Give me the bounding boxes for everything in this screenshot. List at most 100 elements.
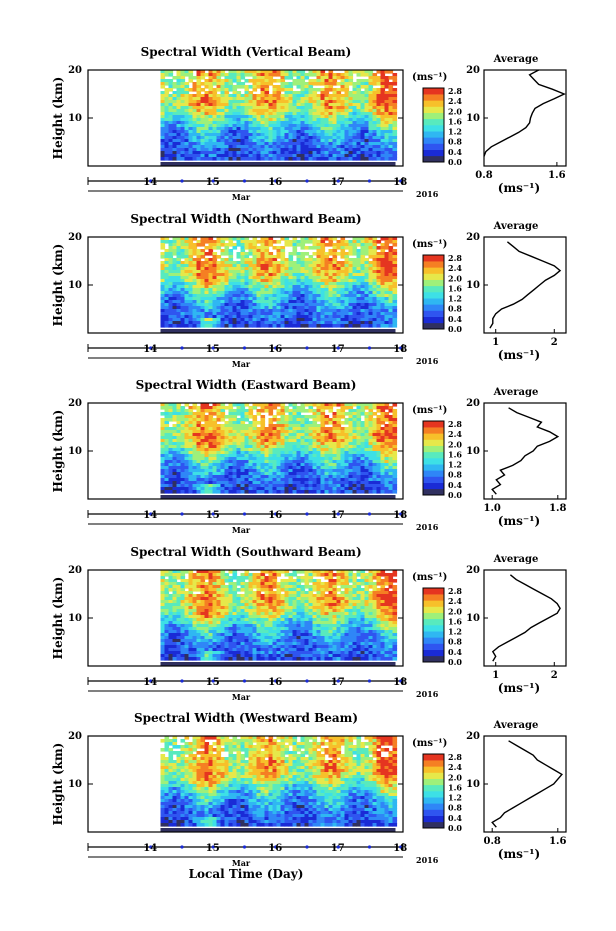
- heatmap-cell: [324, 142, 330, 146]
- heatmap-cell: [272, 106, 278, 110]
- heatmap-cell: [164, 291, 170, 295]
- heatmap-cell: [240, 139, 246, 143]
- heatmap-cell: [264, 427, 270, 431]
- heatmap-cell: [180, 246, 186, 250]
- heatmap-cell: [388, 130, 394, 134]
- heatmap-cell: [180, 127, 186, 131]
- heatmap-cell: [212, 118, 218, 122]
- heatmap-cell: [240, 115, 246, 119]
- heatmap-cell: [256, 148, 262, 152]
- heatmap-cell: [180, 276, 186, 280]
- heatmap-cell: [168, 454, 174, 458]
- heatmap-cell: [220, 106, 226, 110]
- heatmap-cell: [260, 433, 266, 437]
- heatmap-cell: [188, 324, 194, 328]
- heatmap-cell: [284, 484, 290, 488]
- heatmap-cell: [188, 291, 194, 295]
- heatmap-cell: [236, 448, 242, 452]
- heatmap-cell: [328, 324, 334, 328]
- heatmap-cell: [348, 82, 354, 86]
- heatmap-cell: [160, 157, 166, 161]
- heatmap-cell: [392, 261, 398, 265]
- heatmap-cell: [196, 436, 202, 440]
- heatmap-cell: [164, 121, 170, 125]
- heatmap-cell: [320, 100, 326, 104]
- heatmap-cell: [192, 478, 198, 482]
- heatmap-cell: [320, 442, 326, 446]
- heatmap-cell: [252, 294, 258, 298]
- heatmap-cell: [236, 97, 242, 101]
- heatmap-cell: [368, 118, 374, 122]
- heatmap-cell: [304, 436, 310, 440]
- heatmap-cell: [240, 136, 246, 140]
- heatmap-cell: [260, 472, 266, 476]
- heatmap-cell: [224, 300, 230, 304]
- heatmap-cell: [356, 490, 362, 494]
- heatmap-cell: [252, 243, 258, 247]
- heatmap-cell: [352, 97, 358, 101]
- heatmap-cell: [240, 237, 246, 241]
- heatmap-cell: [288, 112, 294, 116]
- heatmap-cell: [372, 279, 378, 283]
- heatmap-cell: [380, 154, 386, 158]
- heatmap-cell: [328, 148, 334, 152]
- heatmap-cell: [336, 412, 342, 416]
- heatmap-cell: [380, 276, 386, 280]
- heatmap-cell: [312, 291, 318, 295]
- heatmap-cell: [240, 427, 246, 431]
- heatmap-cell: [160, 121, 166, 125]
- heatmap-cell: [300, 76, 306, 80]
- heatmap-cell: [280, 303, 286, 307]
- heatmap-cell: [328, 321, 334, 325]
- heatmap-cell: [168, 303, 174, 307]
- heatmap-cell: [244, 460, 250, 464]
- heatmap-cell: [176, 442, 182, 446]
- heatmap-cell: [172, 490, 178, 494]
- heatmap-cell: [304, 288, 310, 292]
- heatmap-cell: [276, 418, 282, 422]
- heatmap-cell: [188, 463, 194, 467]
- heatmap-cell: [180, 448, 186, 452]
- heatmap-cell: [184, 267, 190, 271]
- heatmap-cell: [256, 133, 262, 137]
- heatmap-cell: [312, 273, 318, 277]
- heatmap-cell: [244, 463, 250, 467]
- heatmap-cell: [304, 403, 310, 407]
- heatmap-cell: [304, 151, 310, 155]
- heatmap-cell: [208, 433, 214, 437]
- heatmap-cell: [256, 478, 262, 482]
- heatmap-cell: [260, 282, 266, 286]
- heatmap-cell: [360, 433, 366, 437]
- heatmap-cell: [356, 415, 362, 419]
- heatmap-cell: [248, 487, 254, 491]
- heatmap-cell: [364, 148, 370, 152]
- heatmap-cell: [172, 318, 178, 322]
- heatmap-cell: [192, 145, 198, 149]
- heatmap-cell: [308, 264, 314, 268]
- heatmap-cell: [288, 97, 294, 101]
- heatmap-cell: [200, 148, 206, 152]
- heatmap-cell: [332, 309, 338, 313]
- heatmap-cell: [304, 261, 310, 265]
- heatmap-cell: [320, 258, 326, 262]
- heatmap-cell: [168, 439, 174, 443]
- heatmap-cell: [188, 139, 194, 143]
- heatmap-cell: [264, 270, 270, 274]
- heatmap-cell: [256, 82, 262, 86]
- heatmap-cell: [188, 279, 194, 283]
- heatmap-cell: [240, 100, 246, 104]
- heatmap-cell: [168, 430, 174, 434]
- heatmap-cell: [248, 466, 254, 470]
- heatmap-cell: [188, 246, 194, 250]
- heatmap-cell: [292, 315, 298, 319]
- heatmap-cell: [384, 94, 390, 98]
- heatmap-cell: [240, 276, 246, 280]
- heatmap-cell: [368, 76, 374, 80]
- heatmap-cell: [316, 133, 322, 137]
- heatmap-cell: [192, 133, 198, 137]
- heatmap-cell: [192, 276, 198, 280]
- heatmap-cell: [180, 487, 186, 491]
- heatmap-cell: [204, 285, 210, 289]
- heatmap-cell: [360, 303, 366, 307]
- heatmap-cell: [384, 130, 390, 134]
